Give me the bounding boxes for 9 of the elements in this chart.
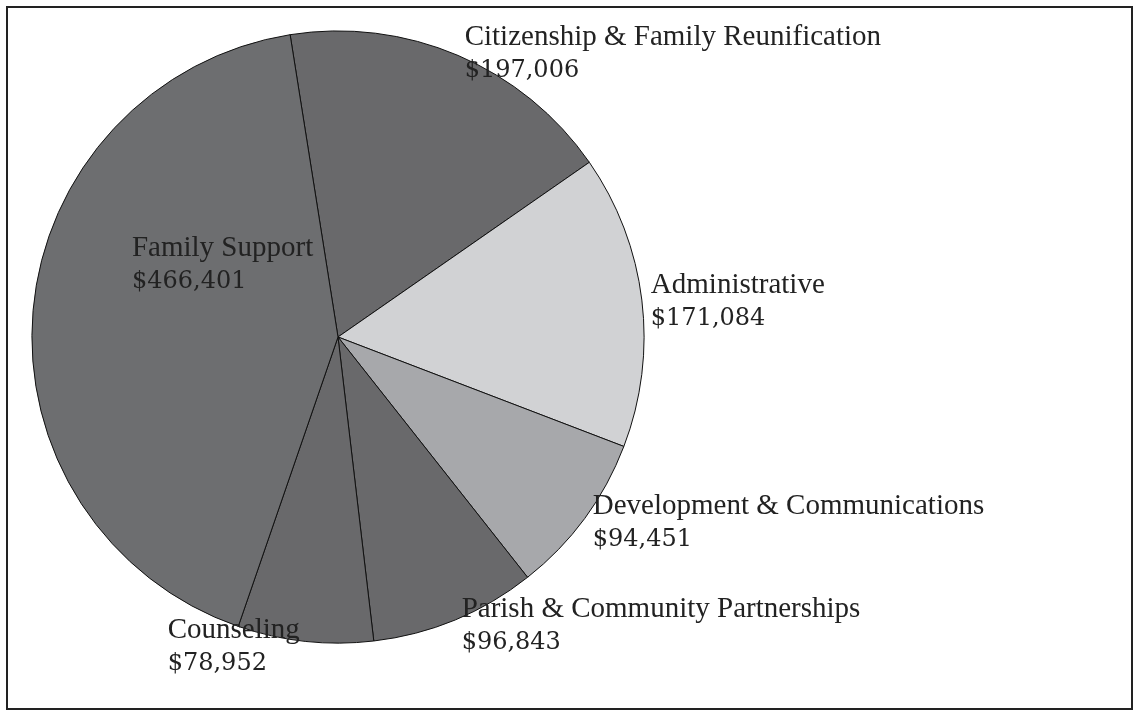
slice-label: Family Support [131,230,314,263]
slice-label: Development & Communications [592,487,985,520]
data-label: $96,843 [461,626,561,655]
data-label: $171,084 [650,302,766,331]
data-label: $94,451 [592,523,693,552]
slice-label: Administrative [650,266,825,299]
data-label: $466,401 [131,266,247,295]
slice-label: Citizenship & Family Reunification [464,18,882,51]
data-label: $78,952 [167,648,267,677]
